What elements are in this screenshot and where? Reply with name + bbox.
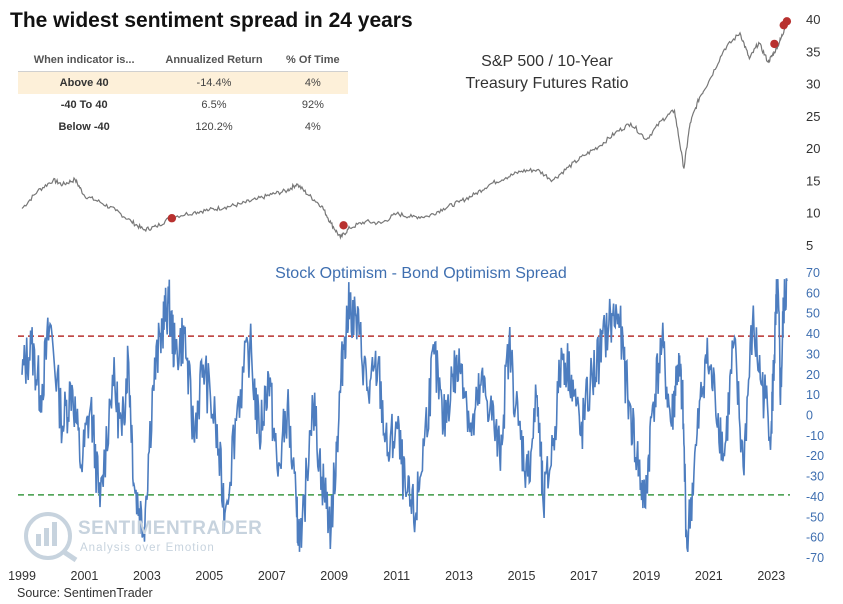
- row-return: -14.4%: [150, 71, 278, 94]
- ratio-title-line2: Treasury Futures Ratio: [465, 75, 628, 92]
- x-tick-label: 2015: [508, 569, 536, 583]
- spread-y-tick: 30: [806, 347, 820, 361]
- ratio-marker: [782, 17, 792, 26]
- spread-y-tick: 10: [806, 388, 820, 402]
- source-note: Source: SentimenTrader: [17, 586, 153, 600]
- spread-y-tick: 70: [806, 266, 820, 280]
- spread-series-line: [21, 278, 788, 553]
- row-label: Above 40: [18, 71, 151, 94]
- spread-y-tick: 20: [806, 368, 820, 382]
- x-axis: 1999 2001 2003 2005 2007 2009 2011 2013 2015 2017…: [8, 569, 785, 583]
- spread-y-tick: -40: [806, 490, 824, 504]
- ratio-y-tick: 20: [806, 141, 820, 156]
- ratio-marker: [339, 221, 348, 230]
- ratio-title-line1: S&P 500 / 10-Year: [481, 53, 613, 70]
- ratio-y-tick: 15: [806, 173, 820, 188]
- row-time: 4%: [277, 71, 348, 94]
- row-label: Below -40: [58, 121, 110, 133]
- x-tick-label: 2021: [695, 569, 723, 583]
- row-time: 4%: [304, 121, 321, 133]
- spread-y-tick: -60: [806, 531, 824, 545]
- ratio-y-tick: 35: [806, 44, 820, 59]
- x-tick-label: 2011: [383, 569, 410, 583]
- spread-y-axis: -70 -60 -50 -40 -30 -20 -10 0 10 20 30 40 50 60 70: [806, 266, 824, 565]
- spread-y-tick: 50: [806, 307, 820, 321]
- x-tick-label: 2023: [757, 569, 785, 583]
- watermark-logo-icon: [24, 512, 78, 563]
- spread-y-tick: -70: [806, 551, 824, 565]
- spread-y-tick: -50: [806, 510, 824, 524]
- x-tick-label: 2017: [570, 569, 598, 583]
- ratio-y-tick: 40: [806, 12, 820, 27]
- x-tick-label: 2013: [445, 569, 473, 583]
- ratio-marker: [167, 214, 177, 223]
- table-row-below-40: Below -40 120.2% 4%: [18, 116, 348, 138]
- row-return: 6.5%: [201, 99, 227, 111]
- x-tick-label: 1999: [8, 569, 36, 583]
- ratio-y-tick: 25: [806, 109, 820, 124]
- x-tick-label: 2005: [195, 569, 223, 583]
- stats-table: When indicator is... Annualized Return %…: [18, 49, 348, 138]
- spread-y-tick: 0: [806, 409, 813, 423]
- ratio-series-line: [21, 26, 786, 240]
- row-label: -40 To 40: [60, 99, 108, 111]
- ratio-marker: [770, 39, 779, 49]
- spread-title: Stock Optimism - Bond Optimism Spread: [275, 265, 567, 282]
- ratio-panel: S&P 500 / 10-Year Treasury Futures Ratio…: [21, 12, 820, 253]
- ratio-y-axis: 5 10 15 20 25 30 35 40: [806, 12, 820, 253]
- col-header-return: Annualized Return: [150, 49, 278, 72]
- spread-y-tick: 60: [806, 286, 820, 300]
- table-row-above-40: Above 40 -14.4% 4%: [18, 71, 348, 94]
- spread-y-tick: -10: [806, 429, 824, 443]
- col-header-condition: When indicator is...: [18, 49, 151, 72]
- spread-y-tick: -30: [806, 470, 824, 484]
- x-tick-label: 2007: [258, 569, 286, 583]
- watermark-name: SENTIMENTRADER: [78, 518, 262, 539]
- spread-y-tick: 40: [806, 327, 820, 341]
- ratio-y-tick: 30: [806, 77, 820, 92]
- table-row-neutral: -40 To 40 6.5% 92%: [18, 94, 348, 116]
- row-time: 92%: [301, 99, 324, 111]
- watermark: SENTIMENTRADER Analysis over Emotion: [24, 512, 262, 563]
- x-tick-label: 2009: [320, 569, 348, 583]
- row-return: 120.2%: [195, 121, 233, 133]
- x-tick-label: 2019: [632, 569, 660, 583]
- x-tick-label: 2001: [71, 569, 99, 583]
- spread-y-tick: -20: [806, 449, 824, 463]
- x-tick-label: 2003: [133, 569, 161, 583]
- ratio-markers: [167, 17, 792, 230]
- watermark-tagline: Analysis over Emotion: [80, 542, 215, 554]
- chart-title: The widest sentiment spread in 24 years: [10, 9, 413, 32]
- ratio-y-tick: 5: [806, 238, 813, 253]
- col-header-time: % Of Time: [277, 49, 348, 72]
- spread-panel: Stock Optimism - Bond Optimism Spread -7…: [18, 265, 824, 565]
- stats-table-header: When indicator is... Annualized Return %…: [18, 49, 348, 72]
- ratio-y-tick: 10: [806, 206, 820, 221]
